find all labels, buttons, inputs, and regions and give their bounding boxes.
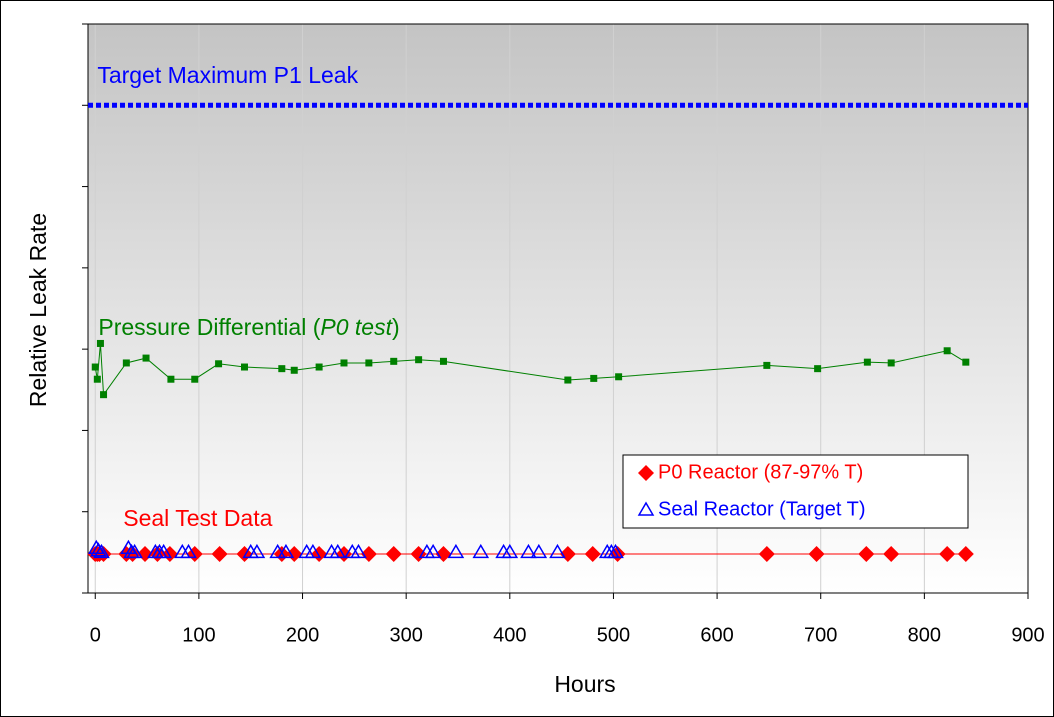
legend-label: Seal Reactor (Target T): [658, 498, 866, 520]
marker: [215, 360, 223, 368]
marker: [191, 375, 199, 383]
marker: [758, 545, 775, 562]
marker: [211, 545, 228, 562]
x-tick-label: 300: [389, 624, 422, 646]
annotation-part: ): [392, 314, 400, 340]
annotation-part: Target Maximum P1 Leak: [97, 62, 358, 88]
annotation-part: Seal Test Data: [123, 505, 272, 531]
marker: [277, 543, 295, 559]
marker: [315, 363, 323, 371]
marker: [240, 363, 248, 371]
marker: [142, 354, 150, 362]
annotation: Seal Test Data: [123, 505, 272, 531]
marker: [858, 545, 875, 562]
marker: [564, 376, 572, 384]
legend-label: P0 Reactor (87-97% T): [658, 461, 863, 483]
marker: [447, 543, 465, 559]
marker: [290, 366, 298, 374]
marker: [424, 543, 442, 559]
marker: [763, 361, 771, 369]
marker: [501, 543, 519, 559]
annotation-part: Pressure Differential (: [98, 314, 320, 340]
marker: [590, 374, 598, 382]
marker: [100, 391, 108, 399]
marker: [939, 545, 956, 562]
x-tick-label: 400: [493, 624, 526, 646]
marker: [530, 543, 548, 559]
annotation: Target Maximum P1 Leak: [97, 62, 358, 88]
annotation: Pressure Differential (P0 test): [98, 314, 399, 340]
marker: [637, 501, 655, 516]
x-tick-label: 900: [1011, 624, 1044, 646]
marker: [520, 543, 537, 559]
marker: [91, 363, 99, 371]
marker: [607, 543, 624, 559]
x-tick-label: 500: [597, 624, 630, 646]
marker: [584, 545, 601, 562]
marker: [122, 359, 130, 367]
marker: [180, 543, 197, 559]
x-tick-label: 700: [804, 624, 837, 646]
marker: [93, 543, 110, 559]
marker: [304, 543, 322, 559]
marker: [93, 375, 101, 383]
marker: [329, 543, 347, 559]
legend: P0 Reactor (87-97% T) Seal Reactor (Targe…: [622, 454, 969, 529]
x-axis-title: Hours: [554, 671, 615, 697]
marker: [439, 357, 447, 365]
legend-box: [622, 454, 969, 529]
marker: [638, 465, 654, 481]
marker: [549, 543, 566, 559]
marker: [385, 545, 402, 562]
marker: [96, 339, 104, 347]
marker: [278, 365, 286, 373]
marker: [390, 357, 398, 365]
x-tick-label: 600: [700, 624, 733, 646]
marker: [167, 375, 175, 383]
marker: [887, 359, 895, 367]
x-tick-label: 0: [90, 624, 101, 646]
marker: [350, 543, 367, 559]
marker: [472, 543, 490, 559]
marker: [615, 373, 623, 381]
marker: [957, 545, 974, 562]
plot-border: [87, 23, 1029, 594]
marker: [90, 542, 107, 557]
marker: [269, 543, 286, 559]
marker: [365, 359, 373, 367]
y-axis-title: Relative Leak Rate: [25, 213, 51, 407]
x-tick-label: 800: [908, 624, 941, 646]
annotation-part: P0 test: [320, 314, 393, 340]
x-tick-label: 200: [286, 624, 319, 646]
marker: [943, 347, 951, 355]
x-tick-label: 100: [182, 624, 215, 646]
marker: [415, 356, 423, 364]
marker: [340, 359, 348, 367]
marker: [808, 545, 825, 562]
marker: [126, 543, 143, 559]
marker: [155, 543, 172, 559]
marker: [814, 365, 822, 373]
marker: [863, 358, 871, 366]
marker: [248, 543, 266, 559]
marker: [962, 358, 970, 366]
marker: [883, 545, 900, 562]
